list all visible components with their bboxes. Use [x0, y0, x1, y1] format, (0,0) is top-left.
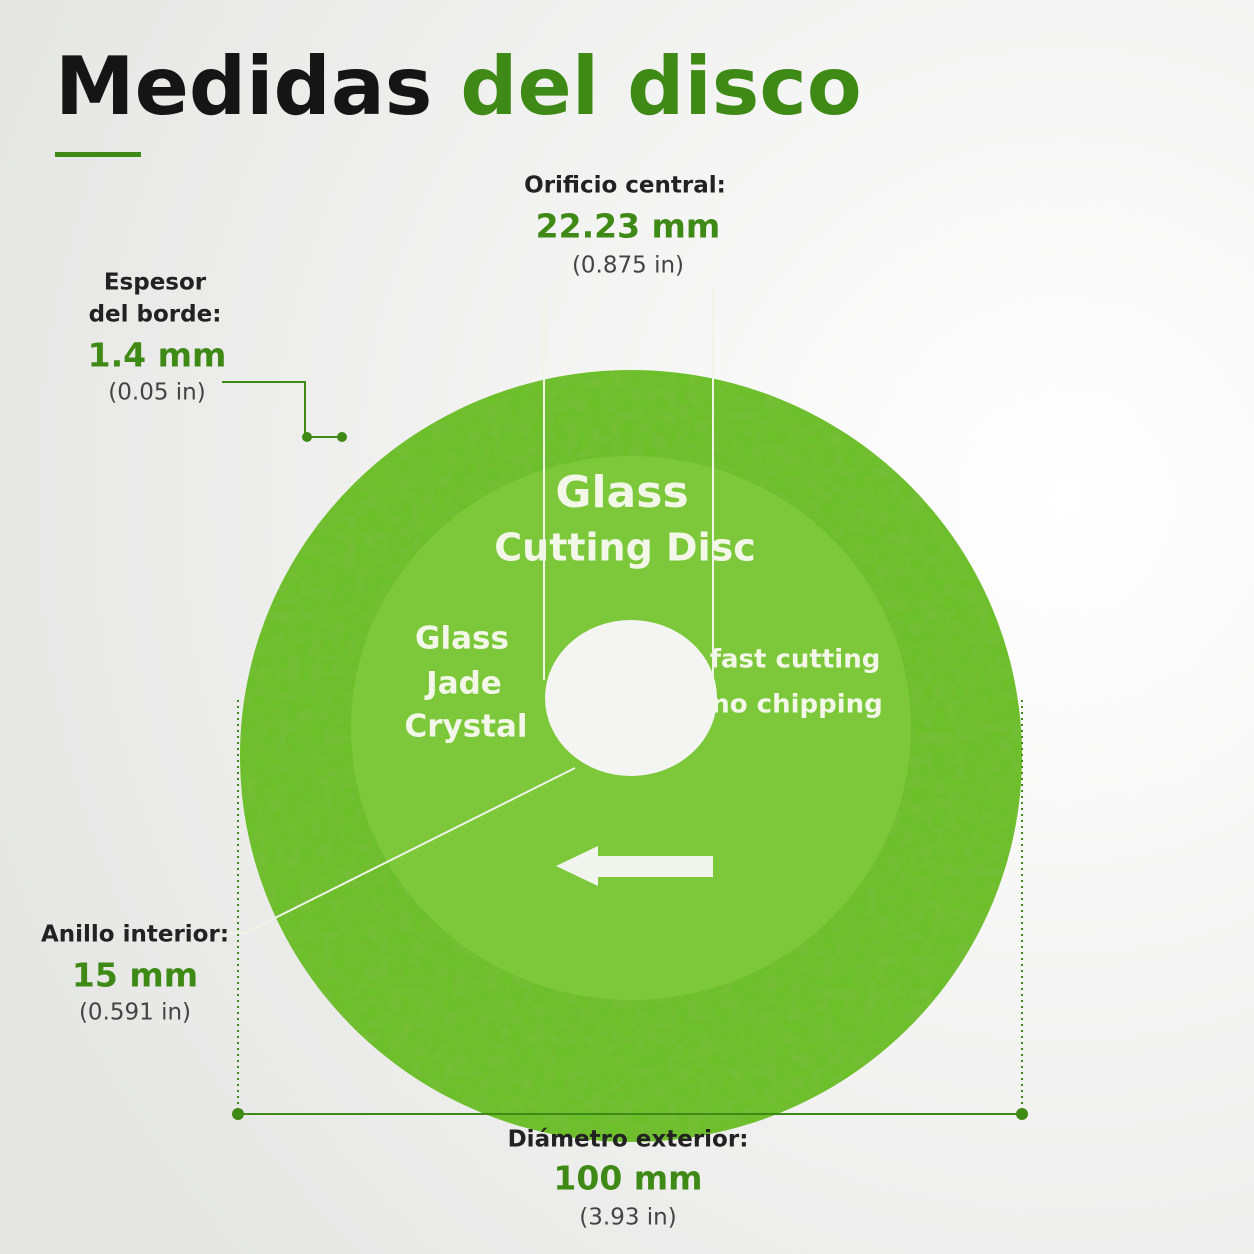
- disc-material: Jade: [424, 666, 502, 702]
- annotation-label: Espesor: [104, 270, 207, 296]
- thickness-line: [222, 381, 342, 438]
- dimension-lines: [222, 290, 1023, 1115]
- disc-feature: no chipping: [711, 690, 883, 720]
- title-underline: [55, 152, 141, 157]
- annotation-imperial: (0.05 in): [108, 380, 205, 406]
- dot: [1016, 1108, 1028, 1120]
- disc-material: Crystal: [404, 709, 527, 745]
- annotation-imperial: (3.93 in): [579, 1205, 676, 1231]
- annotation-imperial: (0.875 in): [572, 253, 684, 279]
- annotation-value: 22.23 mm: [536, 207, 721, 246]
- dot: [302, 432, 312, 442]
- annotation-label: Diámetro exterior:: [508, 1127, 749, 1153]
- disc-hole: [545, 620, 717, 776]
- disc: Glass Cutting Disc Glass Jade Crystal fa…: [240, 370, 1022, 1142]
- title-part: del disco: [460, 40, 861, 133]
- title-part: Medidas: [55, 40, 432, 133]
- disc-material: Glass: [415, 621, 509, 657]
- annotation-imperial: (0.591 in): [79, 1000, 191, 1026]
- annotation-value: 1.4 mm: [88, 336, 227, 375]
- annotation-value: 15 mm: [72, 956, 198, 995]
- annotation-label: Orificio central:: [524, 173, 726, 199]
- disc-feature: fast cutting: [710, 645, 881, 675]
- direction-arrow: [556, 846, 713, 886]
- ring-line: [222, 767, 576, 934]
- dot: [232, 1108, 244, 1120]
- title: Medidas del disco: [55, 40, 862, 133]
- annotation-label: Anillo interior:: [41, 922, 229, 948]
- disc-title: Glass: [555, 467, 688, 518]
- dot: [337, 432, 347, 442]
- annotation-label: del borde:: [89, 302, 222, 328]
- disc-subtitle: Cutting Disc: [494, 526, 756, 570]
- annotation-value: 100 mm: [553, 1159, 702, 1198]
